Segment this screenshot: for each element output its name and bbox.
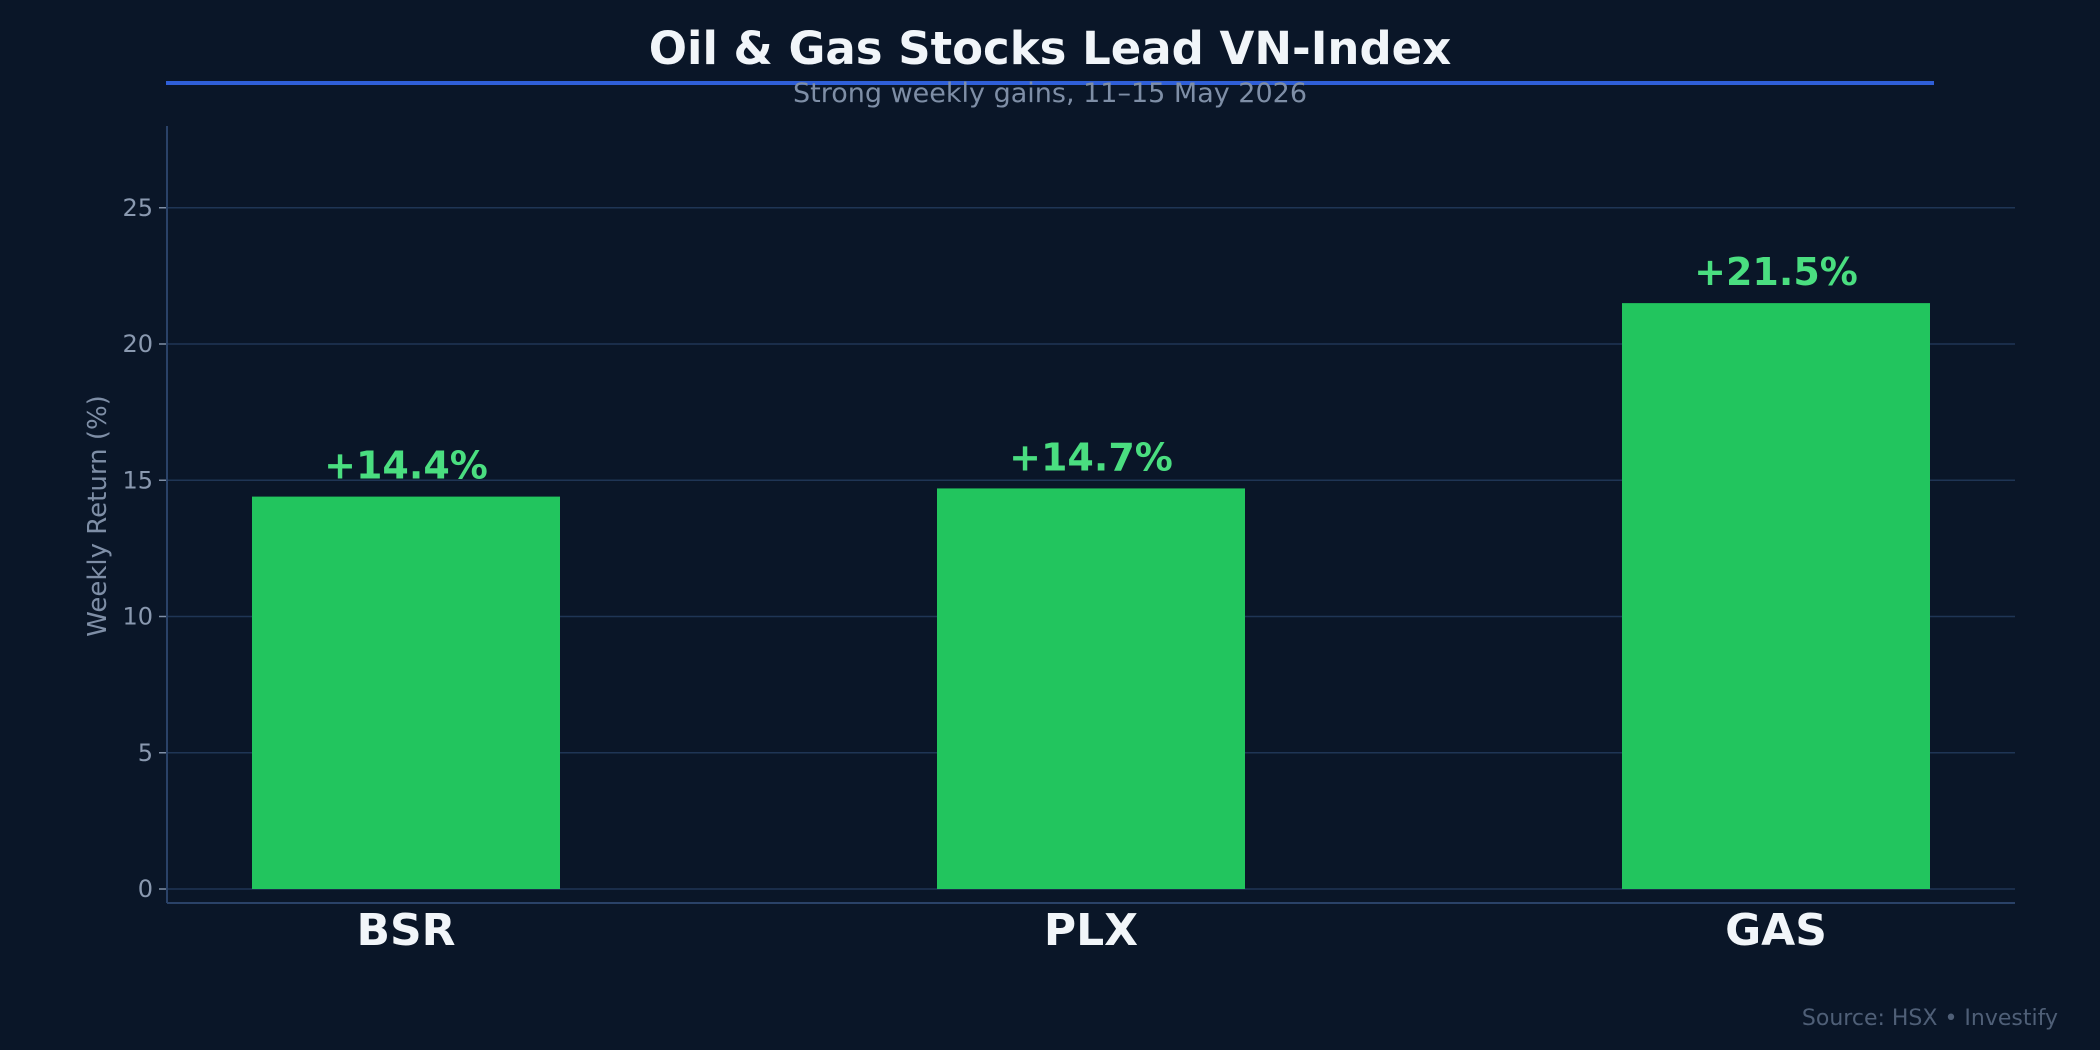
axis-layer: 0 5 10 15 20 25 BSR PLX GAS: [122, 126, 2015, 956]
bar-gas: [1622, 303, 1930, 889]
chart-title: Oil & Gas Stocks Lead VN-Index: [648, 22, 1452, 75]
data-label: +14.7%: [1009, 435, 1173, 479]
y-tick-label: 20: [122, 330, 153, 358]
x-tick-label: GAS: [1725, 905, 1827, 956]
y-axis-label: Weekly Return (%): [83, 395, 113, 637]
bar-plx: [937, 488, 1245, 889]
source-note: Source: HSX • Investify: [1801, 1006, 2058, 1031]
y-tick-label: 0: [138, 875, 153, 903]
chart-subtitle: Strong weekly gains, 11–15 May 2026: [792, 78, 1308, 109]
y-tick-label: 5: [138, 739, 153, 767]
bars-layer: +14.4% +14.7% +21.5%: [252, 250, 1930, 889]
y-tick-label: 10: [122, 603, 153, 631]
title-underline: [166, 81, 1934, 85]
data-label: +14.4%: [324, 444, 488, 488]
x-tick-label: BSR: [356, 905, 455, 956]
bar-bsr: [252, 496, 560, 889]
data-label: +21.5%: [1694, 250, 1858, 294]
y-tick-label: 15: [122, 466, 153, 494]
x-tick-label: PLX: [1044, 905, 1138, 956]
y-tick-label: 25: [122, 194, 153, 222]
